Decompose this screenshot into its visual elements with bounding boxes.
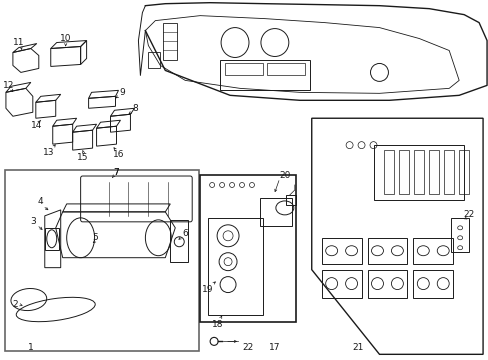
Bar bbox=[443, 150, 453, 194]
Text: 2: 2 bbox=[12, 300, 18, 309]
Bar bbox=[266, 63, 304, 75]
Bar bbox=[412, 238, 452, 264]
Text: 7: 7 bbox=[113, 167, 119, 176]
Bar bbox=[224, 63, 263, 75]
Bar bbox=[412, 270, 452, 298]
Bar bbox=[413, 150, 424, 194]
Text: 12: 12 bbox=[3, 81, 15, 90]
Bar bbox=[5, 170, 199, 351]
Text: 16: 16 bbox=[113, 150, 124, 159]
Text: 7: 7 bbox=[113, 167, 119, 176]
Text: 11: 11 bbox=[13, 38, 24, 47]
Text: 8: 8 bbox=[132, 104, 138, 113]
Text: 20: 20 bbox=[279, 171, 290, 180]
Text: 14: 14 bbox=[31, 121, 42, 130]
Bar bbox=[450, 218, 468, 252]
Text: 21: 21 bbox=[351, 343, 363, 352]
Bar bbox=[200, 175, 295, 323]
Text: 13: 13 bbox=[43, 148, 54, 157]
Bar bbox=[384, 150, 394, 194]
Text: 19: 19 bbox=[202, 285, 213, 294]
Text: 18: 18 bbox=[212, 320, 224, 329]
Bar bbox=[260, 198, 291, 226]
Bar bbox=[45, 228, 59, 250]
Text: 5: 5 bbox=[93, 233, 98, 242]
Bar bbox=[220, 60, 309, 90]
Bar bbox=[208, 218, 263, 315]
Text: 15: 15 bbox=[77, 153, 88, 162]
Bar bbox=[367, 270, 407, 298]
Bar bbox=[374, 145, 463, 200]
Text: 17: 17 bbox=[268, 343, 280, 352]
Text: 4: 4 bbox=[38, 197, 43, 206]
Text: 6: 6 bbox=[182, 229, 188, 238]
Text: 10: 10 bbox=[60, 34, 71, 43]
Text: 9: 9 bbox=[120, 88, 125, 97]
Text: 1: 1 bbox=[28, 343, 34, 352]
Bar bbox=[367, 238, 407, 264]
Bar bbox=[321, 238, 361, 264]
Bar bbox=[285, 195, 295, 205]
Bar bbox=[321, 270, 361, 298]
Bar bbox=[163, 23, 177, 60]
Text: 3: 3 bbox=[30, 217, 36, 226]
Bar bbox=[148, 53, 160, 68]
Bar bbox=[428, 150, 438, 194]
Text: 22: 22 bbox=[242, 343, 253, 352]
Bar bbox=[170, 220, 188, 262]
Bar bbox=[399, 150, 408, 194]
Text: 22: 22 bbox=[463, 210, 474, 219]
Bar bbox=[458, 150, 468, 194]
